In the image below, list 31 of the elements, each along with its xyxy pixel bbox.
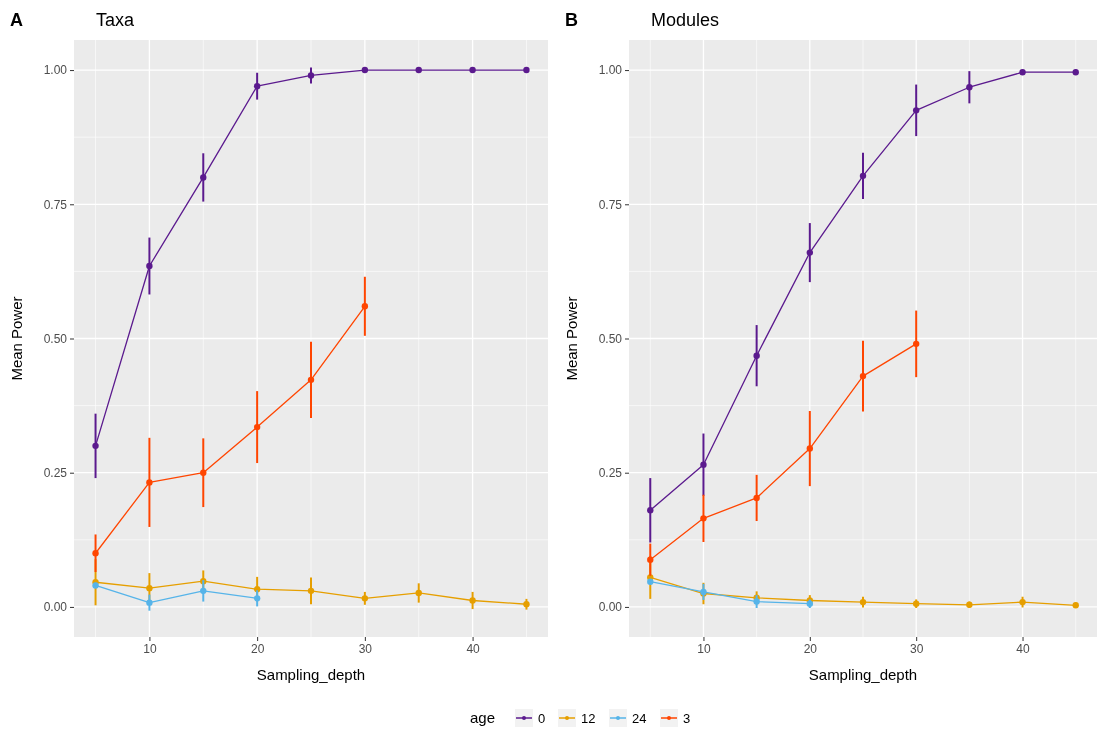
x-axis-title: Sampling_depth [808,666,918,683]
y-axis-title: Mean Power [8,296,25,381]
y-tick-label: 0.25 [598,466,623,481]
legend-title: age [470,709,496,726]
x-tick-label: 10 [697,641,711,656]
y-tick-label: 0.50 [598,331,623,346]
y-tick-label: 0.25 [43,466,68,481]
x-tick-label: 30 [910,641,924,656]
x-tick-label: 20 [250,641,265,656]
x-tick-label: 30 [358,641,373,656]
text: B [565,10,578,30]
y-tick-label: 0.50 [43,331,68,346]
legend-label: 0 [538,711,546,726]
y-tick-label: 0.00 [43,600,68,615]
y-tick-label: 1.00 [598,63,623,78]
x-tick-label: 20 [803,641,818,656]
y-tick-label: 0.75 [43,197,68,212]
y-tick-label: 1.00 [43,63,68,78]
y-axis-title: Mean Power [563,296,580,381]
x-axis-title: Sampling_depth [256,666,366,683]
x-tick-label: 10 [143,641,157,656]
chart-title: Taxa [96,10,136,30]
chart-title: Modules [651,10,720,30]
legend-label: 24 [632,711,647,726]
y-tick-label: 0.00 [598,600,623,615]
legend-label: 12 [581,711,596,726]
legend-label: 3 [683,711,691,726]
y-tick-label: 0.75 [598,197,623,212]
x-tick-label: 40 [466,641,481,656]
text: A [10,10,23,30]
x-tick-label: 40 [1016,641,1031,656]
